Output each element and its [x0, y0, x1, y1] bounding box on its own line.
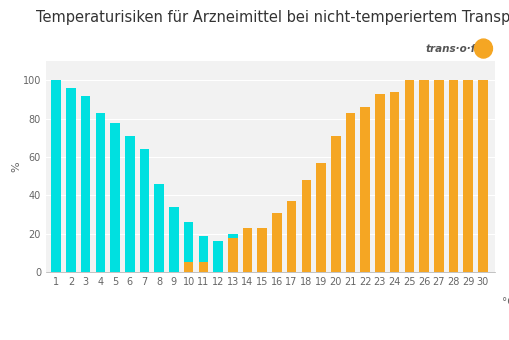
Bar: [183, 222, 193, 272]
Bar: [418, 80, 428, 272]
Bar: [448, 80, 458, 272]
Ellipse shape: [473, 39, 492, 58]
Bar: [286, 201, 296, 272]
Bar: [154, 184, 164, 272]
Bar: [198, 262, 208, 272]
Bar: [330, 136, 340, 272]
Bar: [257, 232, 267, 272]
Bar: [257, 228, 267, 272]
Bar: [242, 230, 252, 272]
Bar: [110, 122, 120, 272]
Bar: [360, 107, 369, 272]
Bar: [81, 96, 90, 272]
Y-axis label: %: %: [11, 161, 21, 172]
Bar: [389, 92, 399, 272]
Bar: [169, 207, 178, 272]
Bar: [345, 113, 355, 272]
Text: °C: °C: [501, 297, 509, 307]
Bar: [375, 94, 384, 272]
Bar: [228, 238, 237, 272]
Bar: [198, 236, 208, 272]
Bar: [213, 241, 222, 272]
Bar: [433, 80, 443, 272]
Bar: [463, 80, 472, 272]
Bar: [301, 180, 310, 272]
Bar: [228, 234, 237, 272]
Bar: [316, 163, 325, 272]
Bar: [66, 88, 75, 272]
Bar: [183, 262, 193, 272]
Bar: [125, 136, 134, 272]
Bar: [404, 80, 413, 272]
Bar: [477, 80, 487, 272]
Bar: [139, 149, 149, 272]
Bar: [95, 113, 105, 272]
Text: Temperaturisiken für Arzneimittel bei nicht-temperiertem Transport: Temperaturisiken für Arzneimittel bei ni…: [36, 10, 509, 25]
Bar: [242, 228, 252, 272]
Bar: [272, 212, 281, 272]
Bar: [51, 80, 61, 272]
Text: trans·o·flex: trans·o·flex: [425, 44, 492, 54]
